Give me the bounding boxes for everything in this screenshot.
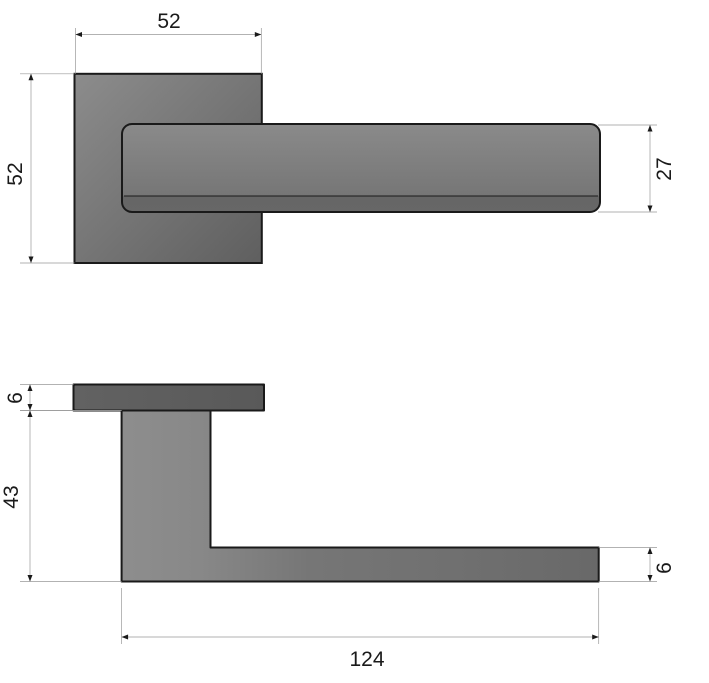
svg-text:6: 6 xyxy=(653,562,676,574)
svg-text:43: 43 xyxy=(0,485,23,508)
svg-text:27: 27 xyxy=(653,157,676,180)
svg-text:52: 52 xyxy=(157,10,180,33)
svg-text:124: 124 xyxy=(349,648,384,671)
svg-text:52: 52 xyxy=(4,162,27,185)
svg-text:6: 6 xyxy=(4,392,27,404)
